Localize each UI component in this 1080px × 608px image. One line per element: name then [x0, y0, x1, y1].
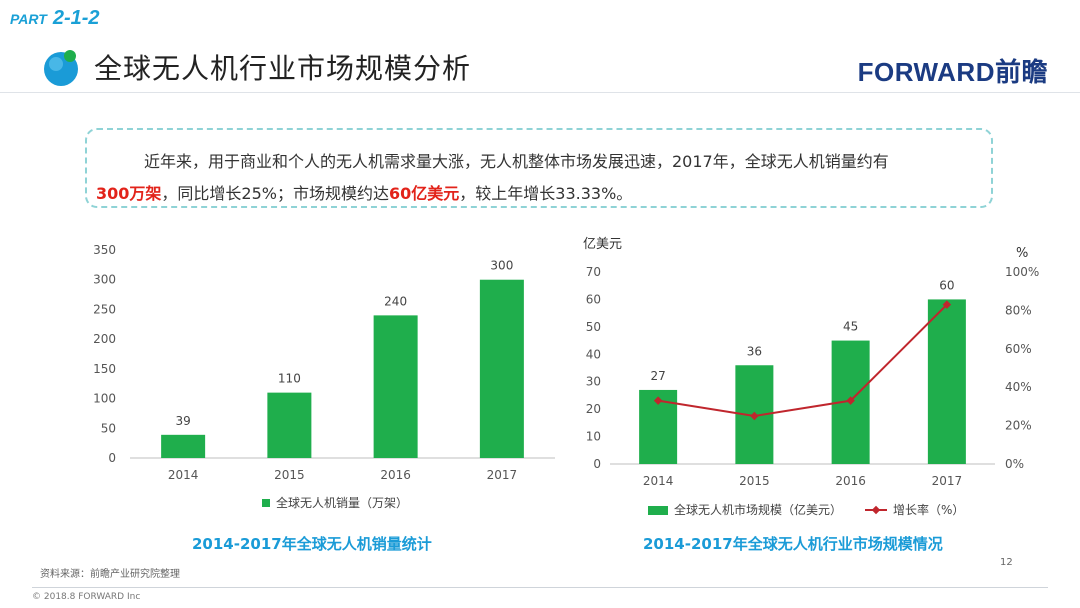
brand-logo: FORWARD前瞻: [857, 57, 1048, 87]
part-word: PART: [10, 11, 47, 27]
y-axis-title: 亿美元: [583, 237, 622, 252]
x-tick-label: 2015: [739, 474, 770, 488]
x-tick-label: 2014: [643, 474, 674, 488]
source-note: 资料来源：前瞻产业研究院整理: [40, 569, 180, 580]
y-tick-label: 300: [93, 273, 116, 287]
x-tick-label: 2017: [487, 468, 518, 482]
y-tick-label: 10: [586, 430, 601, 444]
legend-swatch-bar: [648, 506, 668, 515]
bar: [373, 315, 418, 458]
y-tick-label: 100: [93, 392, 116, 406]
data-label: 27: [650, 369, 665, 383]
legend-label-line: 增长率（%）: [893, 502, 964, 517]
sales-bar-chart: 0 50 100 150 200 250 300 350 39 2014 110 2015 240 201…: [93, 243, 555, 510]
summary-line-1: 近年来，用于商业和个人的无人机需求量大涨，无人机整体市场发展迅速，2017年，全…: [144, 152, 889, 171]
y-tick-label: 250: [93, 302, 116, 316]
x-tick-label: 2016: [835, 474, 866, 488]
data-label: 240: [384, 294, 407, 308]
x-tick-label: 2014: [168, 468, 199, 482]
highlight-market: 60亿美元: [388, 184, 460, 203]
growth-line: [657, 303, 948, 418]
growth-point: [846, 396, 855, 405]
x-tick-label: 2016: [380, 468, 411, 482]
page-number: 12: [1000, 557, 1013, 568]
data-label: 110: [278, 372, 301, 386]
data-label: 39: [175, 414, 190, 428]
highlight-sales: 300万架: [96, 184, 162, 203]
globe-icon: [44, 50, 78, 86]
summary-line-2: 300万架，同比增长25%；市场规模约达60亿美元，较上年增长33.33%。: [96, 178, 976, 210]
y-tick-label: 40: [586, 347, 601, 361]
growth-point: [653, 396, 663, 405]
part-label: PART 2-1-2: [10, 7, 100, 30]
y2-tick-label: 0%: [1005, 457, 1024, 471]
summary-box: [85, 128, 993, 208]
part-number: 2-1-2: [52, 7, 100, 29]
bar: [161, 434, 206, 458]
y-tick-label: 0: [108, 451, 116, 465]
bar: [927, 299, 966, 464]
y-tick-label: 70: [586, 265, 601, 279]
data-label: 60: [939, 278, 954, 292]
summary-text-b: ，较上年增长33.33%。: [459, 184, 633, 203]
y-tick-label: 20: [586, 402, 601, 416]
y2-tick-label: 100%: [1005, 265, 1039, 279]
legend-label: 全球无人机销量（万架）: [276, 495, 408, 510]
legend-marker: [871, 505, 881, 515]
chart2-caption: 2014-2017年全球无人机行业市场规模情况: [643, 535, 943, 553]
y2-tick-label: 60%: [1005, 342, 1032, 356]
page-title: 全球无人机行业市场规模分析: [94, 52, 472, 85]
footer-divider: [32, 587, 1048, 588]
x-tick-label: 2017: [932, 474, 963, 488]
y-tick-label: 50: [101, 421, 116, 435]
summary-text-a: ，同比增长25%；市场规模约达: [161, 184, 389, 203]
y-tick-label: 0: [593, 457, 601, 471]
y2-tick-label: 80%: [1005, 303, 1032, 317]
data-label: 45: [843, 320, 858, 334]
copyright: © 2018.8 FORWARD Inc: [32, 592, 141, 602]
y2-tick-label: 40%: [1005, 380, 1032, 394]
data-label: 36: [747, 344, 762, 358]
y-tick-label: 50: [586, 320, 601, 334]
bar: [267, 392, 312, 458]
header-divider: [0, 92, 1080, 93]
data-label: 300: [490, 259, 513, 273]
y-tick-label: 60: [586, 292, 601, 306]
chart1-caption: 2014-2017年全球无人机销量统计: [192, 535, 432, 553]
y2-tick-label: 20%: [1005, 419, 1032, 433]
growth-point: [942, 300, 952, 309]
y-tick-label: 30: [586, 375, 601, 389]
y2-axis-title: %: [1016, 246, 1028, 261]
y-tick-label: 150: [93, 362, 116, 376]
y-tick-label: 350: [93, 243, 116, 257]
legend-swatch: [262, 499, 270, 507]
summary-text: 近年来，用于商业和个人的无人机需求量大涨，无人机整体市场发展迅速，2017年，全…: [96, 146, 976, 210]
bar: [479, 279, 524, 458]
growth-point: [750, 411, 759, 421]
legend-label-bar: 全球无人机市场规模（亿美元）: [674, 502, 842, 517]
y-tick-label: 200: [93, 332, 116, 346]
x-tick-label: 2015: [274, 468, 305, 482]
